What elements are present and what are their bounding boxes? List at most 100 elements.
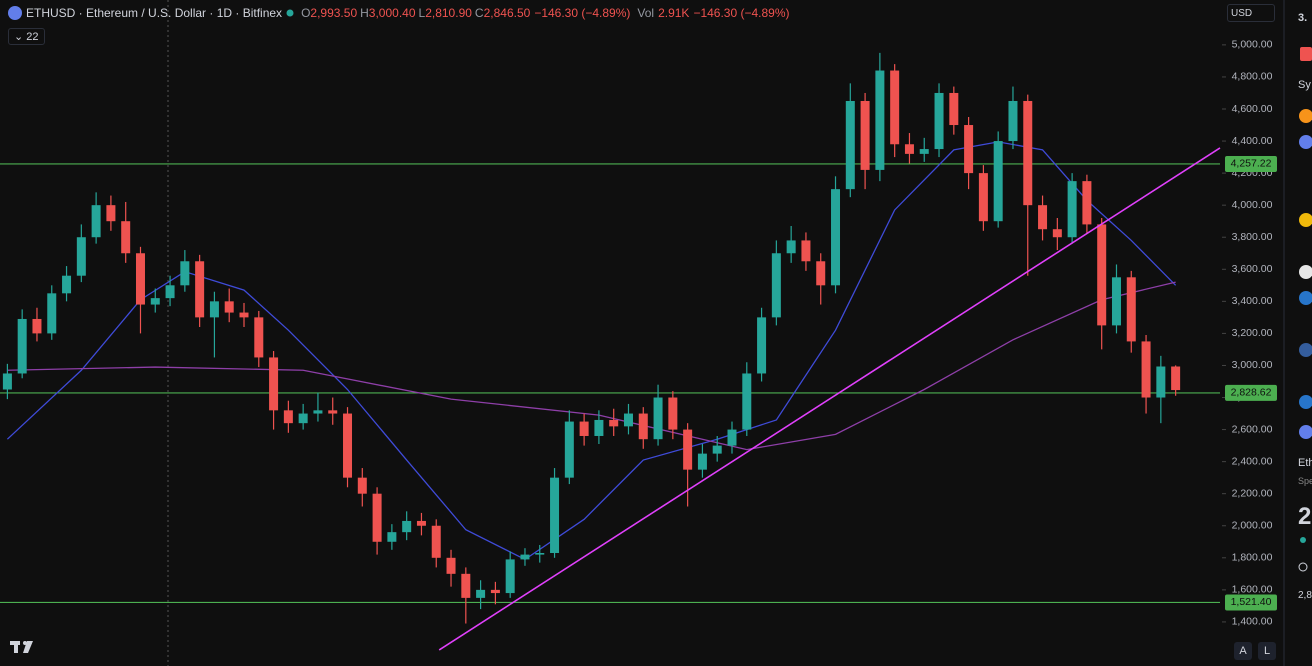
candle-body bbox=[106, 205, 116, 222]
ohlc-value: 3,000.40 bbox=[368, 6, 416, 20]
candle-body bbox=[609, 419, 619, 427]
candle-body bbox=[387, 532, 397, 542]
candle-body bbox=[446, 557, 456, 574]
y-tick-label: 5,000.00 bbox=[1232, 39, 1273, 51]
candle-body bbox=[875, 70, 885, 170]
candle-body bbox=[668, 397, 678, 430]
currency: USD bbox=[1231, 8, 1253, 19]
y-tick-label: 3,200.00 bbox=[1232, 327, 1273, 339]
y-tick-label: 2,600.00 bbox=[1232, 423, 1273, 435]
candle-body bbox=[594, 419, 604, 436]
candle-body bbox=[150, 298, 160, 305]
candle-body bbox=[845, 100, 855, 190]
candle-body bbox=[683, 429, 693, 470]
candle-body bbox=[653, 397, 663, 440]
currency-select[interactable]: USD bbox=[1227, 4, 1275, 22]
level-label-box bbox=[1225, 155, 1277, 172]
candle-body bbox=[771, 253, 781, 318]
candle-body bbox=[17, 318, 27, 374]
ohlc-key: H bbox=[360, 6, 369, 20]
y-tick-label: 1,400.00 bbox=[1232, 616, 1273, 628]
candle-body bbox=[209, 301, 219, 318]
candle-body bbox=[461, 573, 471, 598]
candle-body bbox=[135, 253, 145, 305]
ohlc-key: C bbox=[474, 6, 484, 20]
candle-body bbox=[505, 559, 515, 594]
candle-body bbox=[431, 525, 441, 558]
candle-body bbox=[1097, 224, 1107, 326]
candle-body bbox=[254, 317, 264, 358]
level-label: 1,521.40 bbox=[1231, 596, 1272, 608]
trend-line bbox=[438, 147, 1221, 651]
candle-body bbox=[1156, 366, 1166, 398]
y-tick-label: 3,400.00 bbox=[1232, 295, 1273, 307]
candle-body bbox=[416, 520, 426, 526]
y-tick-label: 4,400.00 bbox=[1232, 135, 1273, 147]
log-button[interactable]: L bbox=[1258, 642, 1276, 660]
candle-body bbox=[1111, 277, 1121, 326]
y-tick-label: 2,000.00 bbox=[1232, 520, 1273, 532]
candle-body bbox=[1171, 366, 1181, 391]
y-tick-label: 3,000.00 bbox=[1232, 359, 1273, 371]
y-tick-label: 1,800.00 bbox=[1232, 552, 1273, 564]
candle-body bbox=[372, 493, 382, 542]
status-dot bbox=[286, 9, 294, 17]
candle-body bbox=[1067, 181, 1077, 238]
candle-body bbox=[1023, 100, 1033, 206]
candle-body bbox=[62, 275, 72, 294]
candle-body bbox=[283, 410, 293, 424]
symbol-legend: ETHUSD · Ethereum / U.S. Dollar · 1D · B… bbox=[8, 6, 790, 20]
sidebar-text: 2 bbox=[1298, 503, 1312, 530]
level-label: 4,257.22 bbox=[1231, 158, 1272, 170]
level-label-box bbox=[1225, 594, 1277, 611]
sidebar-text: 2,8 bbox=[1298, 590, 1312, 601]
indicator-toggle[interactable]: ⌄ 22 bbox=[8, 28, 45, 45]
moving-average bbox=[6, 141, 1177, 561]
sidebar-text: Eth bbox=[1298, 457, 1312, 469]
ohlc-value: 2,810.90 bbox=[425, 6, 472, 20]
level-label-box bbox=[1225, 384, 1277, 401]
candle-body bbox=[165, 285, 175, 299]
candle-body bbox=[402, 520, 412, 533]
ohlc-key: L bbox=[418, 6, 426, 20]
ohlc-value: 2,846.50 bbox=[483, 6, 531, 20]
y-tick-label: 3,600.00 bbox=[1232, 263, 1273, 275]
y-tick-label: 2,400.00 bbox=[1232, 455, 1273, 467]
candle-body bbox=[816, 261, 826, 286]
auto-button[interactable]: A bbox=[1234, 642, 1252, 660]
candle-body bbox=[520, 554, 530, 560]
candle-body bbox=[890, 70, 900, 145]
sidebar-text: Spe bbox=[1298, 476, 1312, 486]
candle-body bbox=[1141, 341, 1151, 398]
candle-body bbox=[357, 477, 367, 494]
y-tick-label: 2,200.00 bbox=[1232, 487, 1273, 499]
candle-body bbox=[934, 92, 944, 150]
candle-body bbox=[535, 552, 545, 555]
candle-body bbox=[757, 317, 767, 374]
sidebar-icons bbox=[1298, 47, 1312, 572]
candle-body bbox=[742, 373, 752, 430]
candle-body bbox=[1082, 181, 1092, 225]
moving-average bbox=[7, 281, 1176, 451]
price-axis bbox=[1222, 0, 1284, 666]
vol: 2.91K bbox=[658, 6, 690, 20]
candle-body bbox=[476, 589, 486, 598]
ohlc-value: 2,993.50 bbox=[310, 6, 358, 20]
candle-body bbox=[343, 413, 353, 478]
candle-body bbox=[1052, 229, 1062, 238]
candle-body bbox=[904, 144, 914, 154]
candle-body bbox=[564, 421, 574, 478]
candle-body bbox=[860, 100, 870, 170]
sidebar-text: Sy bbox=[1298, 79, 1311, 91]
y-tick-label: 4,000.00 bbox=[1232, 199, 1273, 211]
candle-body bbox=[964, 125, 974, 174]
symbol[interactable]: ETHUSD · Ethereum / U.S. Dollar · 1D · B… bbox=[26, 6, 283, 20]
candle-body bbox=[978, 173, 988, 222]
candle-body bbox=[47, 293, 57, 334]
candle-body bbox=[786, 240, 796, 254]
candle-body bbox=[579, 421, 589, 436]
candle-body bbox=[76, 237, 86, 276]
plot-area bbox=[0, 52, 1220, 624]
candle-body bbox=[919, 149, 929, 154]
